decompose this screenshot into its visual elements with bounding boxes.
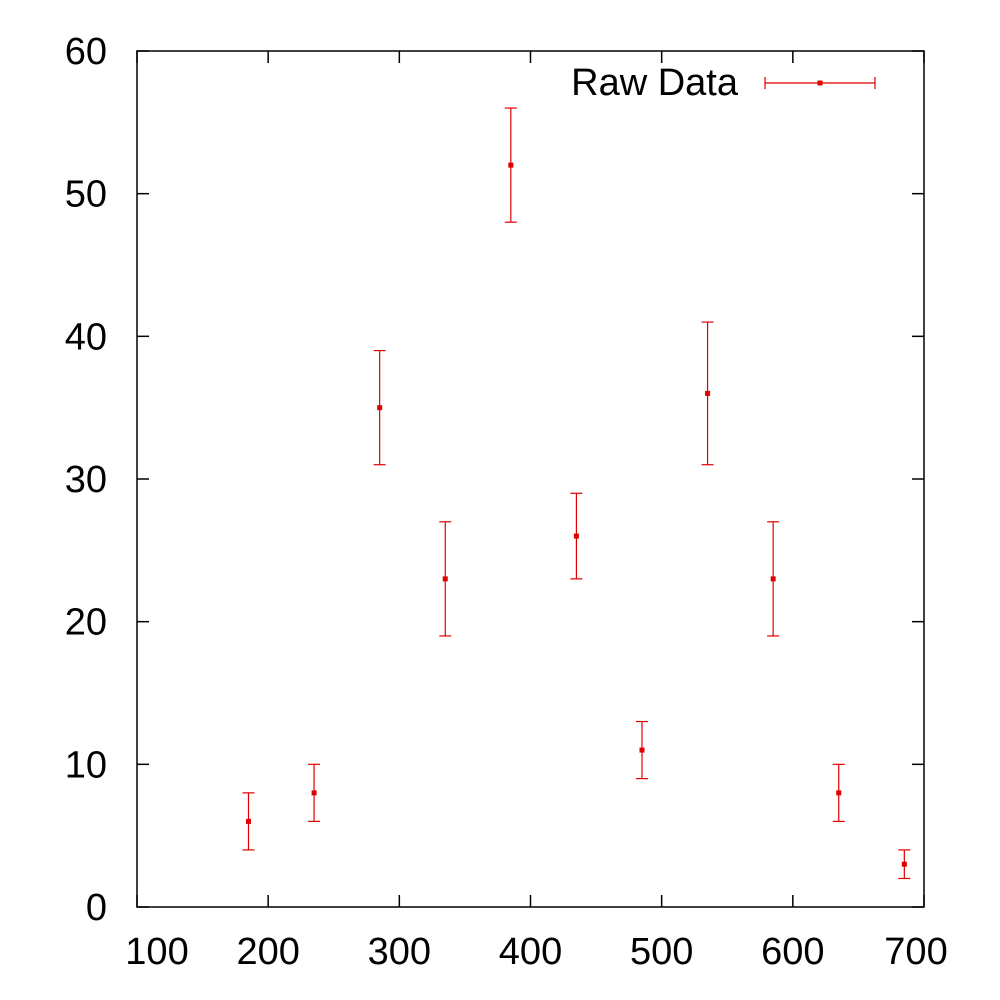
data-point [308,763,321,823]
y-tick-label: 50 [65,174,107,216]
y-tick-label: 10 [65,744,107,786]
x-tick-label: 600 [761,931,824,973]
data-point [570,492,583,580]
x-tick-label: 100 [125,931,188,973]
y-tick-label: 40 [65,316,107,358]
data-point [439,521,452,637]
data-point [767,521,780,637]
x-tick-label: 700 [884,931,947,973]
data-point [504,107,517,223]
y-tick-label: 60 [65,31,107,73]
point-marker [639,747,645,753]
data-point [373,350,386,466]
point-marker [442,576,448,582]
data-point [832,763,845,823]
y-tick-label: 0 [86,887,107,929]
y-tick-label: 30 [65,459,107,501]
data-series [242,107,911,880]
plot-frame [136,50,925,908]
data-point [635,720,648,780]
point-marker [836,790,842,796]
point-marker [245,818,251,824]
point-marker [311,790,317,796]
axis-ticks [136,50,925,908]
data-point [701,321,714,466]
point-marker [377,405,383,411]
data-point [242,792,255,851]
legend-sample [764,77,876,89]
x-tick-label: 400 [499,931,562,973]
x-tick-label: 200 [236,931,299,973]
y-tick-label: 20 [65,602,107,644]
point-marker [770,576,776,582]
point-marker [901,861,907,867]
legend-marker [817,80,823,86]
data-point [898,849,911,880]
legend-label: Raw Data [571,62,739,104]
x-tick-label: 300 [368,931,431,973]
point-marker [573,533,579,539]
point-marker [508,162,514,168]
point-marker [705,390,711,396]
x-tick-label: 500 [630,931,693,973]
axis-tick-labels: 100 200 300 400 500 600 700 0 10 20 30 40 50 60 [65,31,948,973]
legend: Raw Data [571,62,876,104]
